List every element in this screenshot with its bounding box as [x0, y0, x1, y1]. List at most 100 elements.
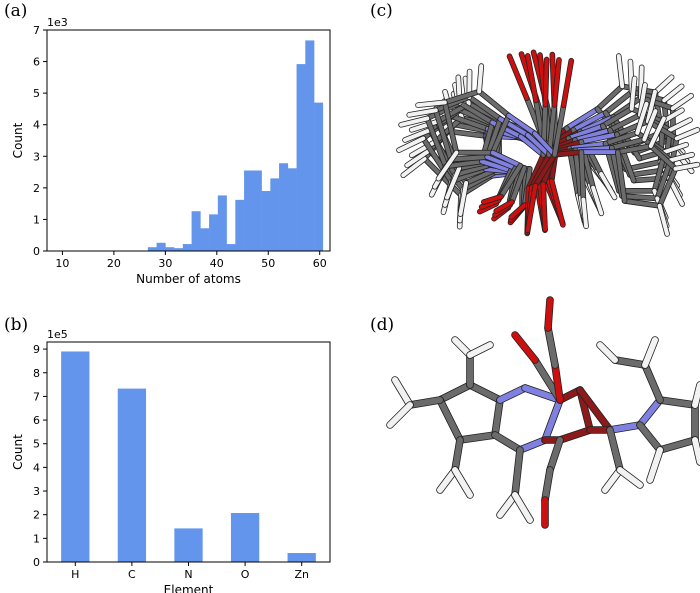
oxygen-bond — [552, 57, 561, 107]
histogram-bar — [261, 191, 271, 251]
histogram-atom-count: 0 1 2 3 4 5 6 7 10 20 30 40 50 60 1e3 Number of atom… — [11, 16, 331, 286]
nitrogen-bond — [578, 114, 616, 134]
hydrogen-bond — [692, 382, 700, 408]
carbon-bond — [542, 467, 553, 503]
x-tick-label: 20 — [107, 257, 121, 270]
x-tick-label: N — [184, 568, 192, 581]
carbon-bond — [603, 130, 640, 146]
y-tick-label: 5 — [33, 87, 40, 100]
element-bars — [61, 351, 316, 562]
nitrogen-bond — [479, 159, 513, 173]
bar-n — [174, 528, 203, 562]
hydrogen-bond — [387, 402, 413, 428]
hydrogen-bond — [497, 492, 518, 518]
histogram-bar — [235, 199, 245, 251]
histogram-bar — [147, 247, 157, 251]
hydrogen-bond — [692, 437, 700, 465]
carbon-bond — [498, 163, 523, 199]
carbon-bond — [545, 325, 558, 368]
oxygen-bond — [507, 54, 529, 101]
hydrogen-bond — [638, 83, 647, 117]
zinc-bond — [577, 387, 613, 433]
y-tick-label: 2 — [33, 509, 40, 522]
x-tick-label: O — [241, 568, 250, 581]
nitrogen-bond — [497, 385, 528, 403]
histogram-bars — [147, 40, 324, 252]
carbon-bond — [637, 422, 663, 453]
y-tick-label: 3 — [33, 485, 40, 498]
nitrogen-bond — [571, 110, 608, 132]
carbon-bond — [657, 397, 698, 408]
hydrogen-bond — [617, 467, 643, 488]
hydrogen-bond — [392, 377, 413, 408]
y-tick-label: 2 — [33, 182, 40, 195]
carbon-bond — [437, 382, 473, 403]
histogram-bar — [182, 244, 192, 251]
carbon-bond — [457, 432, 498, 443]
plot-frame — [46, 341, 331, 563]
hydrogen-bond — [581, 197, 589, 229]
carbon-bond — [443, 159, 484, 169]
y-axis-label: Count — [11, 434, 25, 470]
hydrogen-bond — [668, 152, 695, 163]
histogram-bar — [217, 195, 227, 251]
zinc-bond — [533, 152, 557, 188]
carbon-bond — [595, 84, 625, 112]
carbon-bond — [642, 362, 663, 403]
histogram-bar — [296, 64, 306, 252]
carbon-bond — [448, 155, 490, 162]
oxygen-bond — [512, 332, 538, 363]
hydrogen-bond — [407, 108, 438, 117]
nitrogen-bond — [637, 397, 663, 428]
hydrogen-bond — [648, 116, 666, 149]
x-tick-label: Zn — [294, 568, 309, 581]
carbon-bond — [437, 397, 463, 443]
oxygen-bond — [545, 297, 553, 331]
carbon-bond — [607, 427, 623, 473]
nitrogen-bond — [506, 113, 537, 136]
carbon-bond — [600, 106, 634, 128]
carbon-bond — [638, 95, 675, 111]
x-tick-label: C — [128, 568, 136, 581]
bar-chart-element-count: 0 1 2 3 4 5 6 7 8 9 H C N O Zn 1e5 Element Count — [11, 328, 331, 593]
hydrogen-bond — [599, 172, 617, 200]
nitrogen-bond — [566, 123, 605, 141]
carbon-bond — [655, 158, 673, 201]
nitrogen-bond — [573, 128, 612, 142]
hydrogen-bond — [458, 180, 469, 217]
hydrogen-bond — [409, 139, 438, 158]
x-tick-label: H — [71, 568, 79, 581]
hydrogen-bond — [399, 116, 430, 127]
histogram-bar — [252, 170, 262, 251]
carbon-bond — [490, 113, 511, 155]
nitrogen-bond — [485, 155, 518, 171]
nitrogen-bond — [518, 134, 546, 157]
hydrogen-bond — [635, 101, 649, 135]
oxygen-bond — [549, 179, 565, 227]
hydrogen-bond — [657, 203, 670, 236]
histogram-bar — [209, 214, 219, 251]
hydrogen-bond — [437, 467, 458, 493]
y-axis-label: Count — [11, 122, 25, 158]
nitrogen-bond — [517, 437, 548, 453]
nitrogen-bond — [607, 422, 643, 433]
y-tick-group: 0 1 2 3 4 5 6 7 8 9 — [33, 343, 47, 569]
y-tick-label: 4 — [33, 461, 40, 474]
y-tick-label: 6 — [33, 56, 40, 69]
histogram-bar — [314, 102, 324, 251]
nitrogen-bond — [525, 133, 551, 157]
panel-label-d: (d) — [370, 315, 394, 335]
carbon-bond — [453, 163, 492, 177]
x-tick-group: 10 20 30 40 50 60 — [55, 251, 327, 270]
carbon-bond — [603, 89, 634, 115]
nitrogen-bond — [490, 150, 523, 168]
oxygen-bond — [543, 57, 549, 107]
carbon-bond — [425, 116, 448, 169]
carbon-bond — [614, 132, 636, 183]
y-tick-group: 0 1 2 3 4 5 6 7 — [33, 24, 47, 258]
carbon-bond — [452, 437, 463, 473]
bar-o — [230, 513, 260, 562]
y-tick-label: 0 — [33, 556, 40, 569]
hydrogen-bond — [512, 492, 533, 523]
carbon-bond — [619, 194, 660, 201]
